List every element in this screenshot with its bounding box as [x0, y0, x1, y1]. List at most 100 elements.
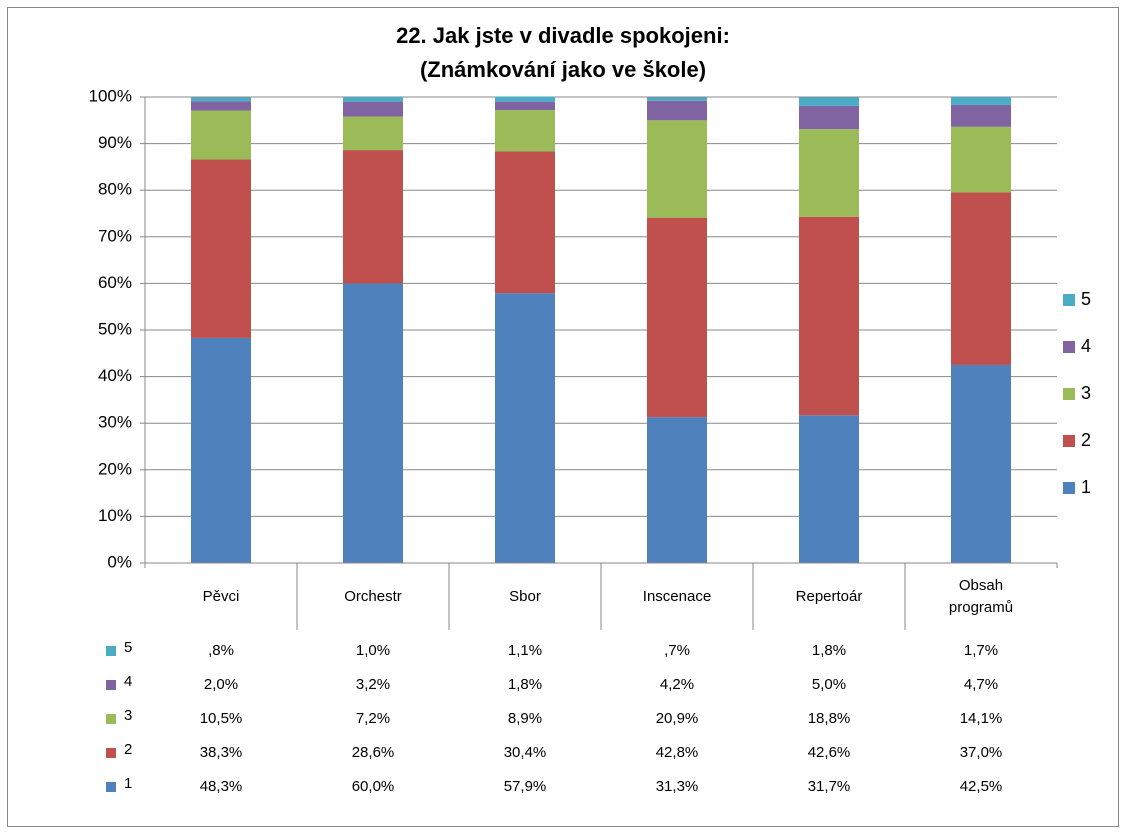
y-tick-label: 0%: [107, 552, 132, 571]
table-cell: 42,6%: [808, 744, 851, 761]
table-cell: 48,3%: [200, 778, 243, 795]
y-tick-label: 80%: [98, 180, 132, 199]
bar-segment: [799, 415, 859, 563]
table-cell: 37,0%: [960, 744, 1003, 761]
y-tick-label: 10%: [98, 506, 132, 525]
bar-segment: [951, 126, 1011, 193]
bar-segment: [799, 97, 859, 106]
x-tick-label: Sbor: [509, 588, 541, 605]
bar-segment: [495, 110, 555, 152]
y-tick-label: 20%: [98, 459, 132, 478]
table-cell: 4,2%: [660, 676, 694, 693]
table-cell: 1,1%: [508, 642, 542, 659]
bar-segment: [191, 101, 251, 111]
y-tick-label: 70%: [98, 226, 132, 245]
x-tick-label: Pěvci: [202, 588, 240, 605]
bar-segment: [495, 293, 555, 563]
bar-segment: [343, 150, 403, 284]
legend-label: 5: [1081, 289, 1091, 309]
legend-label: 4: [1081, 336, 1091, 356]
x-tick-label: Orchestr: [344, 588, 402, 605]
table-legend-label: 4: [124, 673, 132, 690]
table-cell: 38,3%: [200, 744, 243, 761]
bar-segment: [191, 337, 251, 563]
bar-segment: [191, 97, 251, 102]
table-cell: 4,7%: [964, 676, 998, 693]
bar-segment: [343, 97, 403, 102]
bar-segment: [495, 96, 555, 102]
legend-key: [1063, 294, 1075, 306]
bar-segment: [647, 417, 707, 563]
table-cell: 10,5%: [200, 710, 243, 727]
legend-key: [1063, 435, 1075, 447]
table-cell: 42,5%: [960, 778, 1003, 795]
y-tick-label: 40%: [98, 366, 132, 385]
table-cell: 42,8%: [656, 744, 699, 761]
bar-segment: [647, 100, 707, 121]
table-cell: 31,3%: [656, 778, 699, 795]
legend-key: [1063, 388, 1075, 400]
bar-segment: [495, 101, 555, 111]
bar-segment: [799, 216, 859, 416]
table-cell: ,8%: [208, 642, 234, 659]
legend-key: [1063, 482, 1075, 494]
table-legend-key: [106, 782, 116, 792]
table-cell: 3,2%: [356, 676, 390, 693]
x-tick-label: Repertoár: [795, 588, 863, 605]
table-cell: 60,0%: [352, 778, 395, 795]
table-cell: 8,9%: [508, 710, 542, 727]
bar-segment: [647, 120, 707, 218]
bar-segment: [343, 116, 403, 151]
y-tick-label: 90%: [98, 133, 132, 152]
table-legend-key: [106, 646, 116, 656]
bar-segment: [343, 101, 403, 117]
table-cell: 1,7%: [964, 642, 998, 659]
table-legend-label: 1: [124, 775, 132, 792]
table-cell: 1,8%: [812, 642, 846, 659]
table-cell: 1,8%: [508, 676, 542, 693]
bar-segment: [951, 192, 1011, 365]
bar-segment: [647, 97, 707, 101]
bar-segment: [495, 151, 555, 294]
table-cell: 30,4%: [504, 744, 547, 761]
table-cell: 20,9%: [656, 710, 699, 727]
y-tick-label: 60%: [98, 273, 132, 292]
table-cell: 57,9%: [504, 778, 547, 795]
table-legend-key: [106, 748, 116, 758]
table-cell: 18,8%: [808, 710, 851, 727]
bar-segment: [951, 104, 1011, 127]
table-cell: 5,0%: [812, 676, 846, 693]
table-cell: 1,0%: [356, 642, 390, 659]
y-tick-label: 30%: [98, 413, 132, 432]
table-cell: 7,2%: [356, 710, 390, 727]
table-legend-label: 2: [124, 741, 132, 758]
y-tick-label: 100%: [89, 86, 132, 105]
x-tick-label: Obsah programů: [948, 577, 1014, 616]
legend-key: [1063, 341, 1075, 353]
legend-label: 3: [1081, 383, 1091, 403]
table-cell: 2,0%: [204, 676, 238, 693]
table-legend-label: 3: [124, 707, 132, 724]
bar-segment: [799, 105, 859, 130]
bar-segment: [647, 217, 707, 418]
table-cell: 28,6%: [352, 744, 395, 761]
legend-label: 2: [1081, 430, 1091, 450]
table-cell: 14,1%: [960, 710, 1003, 727]
y-tick-label: 50%: [98, 319, 132, 338]
table-legend-label: 5: [124, 639, 132, 656]
bar-segment: [191, 110, 251, 160]
legend-label: 1: [1081, 477, 1091, 497]
bar-segment: [951, 364, 1011, 563]
bar-segment: [799, 129, 859, 217]
bar-segment: [343, 283, 403, 563]
table-cell: ,7%: [664, 642, 690, 659]
table-legend-key: [106, 680, 116, 690]
bar-segment: [191, 159, 251, 338]
bar-segment: [951, 97, 1011, 105]
x-tick-label: Inscenace: [642, 588, 712, 605]
chart-title: 22. Jak jste v divadle spokojeni:: [396, 23, 730, 48]
chart-subtitle: (Známkování jako ve škole): [420, 57, 706, 82]
table-legend-key: [106, 714, 116, 724]
